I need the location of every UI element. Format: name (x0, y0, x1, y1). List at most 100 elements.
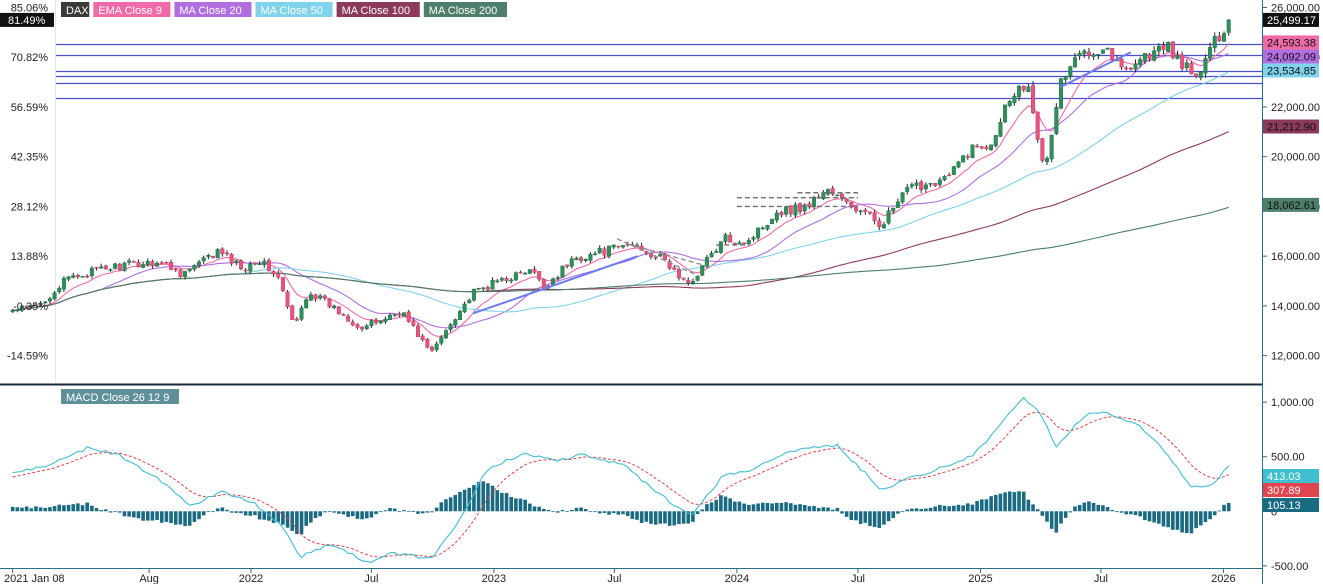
macd-histogram-bar (868, 511, 872, 526)
macd-histogram-bar (625, 511, 630, 517)
macd-histogram-bar (691, 511, 695, 522)
macd-histogram-bar (183, 511, 187, 526)
macd-histogram-bar (1091, 503, 1096, 512)
macd-histogram-bar (984, 499, 989, 512)
time-tick-label: Aug (139, 573, 159, 584)
candle-up (1007, 101, 1012, 106)
candle-up (332, 305, 337, 309)
candle-up (770, 218, 775, 225)
price-tick-label: 22,000.00 (1271, 102, 1320, 114)
candle-up (937, 179, 942, 185)
candle-up (858, 210, 863, 213)
candle-down (290, 305, 295, 320)
candle-up (29, 305, 34, 307)
last-value-tag (1263, 63, 1319, 78)
macd-histogram-bar (187, 511, 192, 526)
time-tick-label: Jul (607, 573, 621, 584)
current-percent-tag (0, 12, 54, 27)
macd-histogram-bar (616, 511, 621, 515)
macd-histogram-bar (784, 502, 788, 512)
macd-histogram-bar (518, 498, 523, 512)
candle-down (131, 261, 136, 263)
candle-up (891, 207, 896, 212)
candle-down (350, 321, 355, 326)
macd-histogram-bar (891, 511, 896, 518)
candle-up (99, 266, 104, 269)
candle-up (555, 277, 560, 279)
candle-up (187, 268, 192, 271)
macd-histogram-bar (826, 507, 830, 512)
macd-histogram-bar (467, 487, 472, 512)
macd-histogram-bar (1171, 511, 1175, 530)
macd-histogram-bar (1049, 511, 1054, 529)
candle-down (322, 295, 327, 299)
macd-histogram-bar (211, 511, 215, 513)
candle-up (52, 292, 57, 300)
percent-tick-label: 70.82% (11, 52, 49, 64)
macd-histogram-bar (341, 511, 346, 515)
percent-tick-label: 42.35% (11, 152, 49, 164)
candle-up (10, 310, 15, 313)
candle-up (895, 201, 900, 208)
macd-histogram-bar (281, 511, 285, 525)
candle-up (448, 324, 453, 330)
candle-up (905, 187, 910, 192)
macd-histogram-bar (159, 511, 164, 523)
macd-histogram-bar (220, 507, 225, 512)
candle-up (1222, 33, 1227, 42)
candle-down (425, 338, 430, 348)
candle-down (117, 263, 122, 270)
candle-down (919, 181, 924, 190)
candle-up (145, 260, 150, 265)
macd-histogram-bar (928, 507, 933, 512)
candle-up (299, 307, 304, 320)
legend-item (61, 2, 90, 17)
macd-histogram-bar (388, 508, 392, 512)
candle-down (504, 278, 509, 282)
candle-up (1082, 50, 1087, 55)
macd-histogram-bar (830, 509, 835, 512)
candle-up (923, 184, 928, 190)
candle-up (588, 253, 593, 261)
macd-histogram-bar (793, 504, 798, 512)
macd-histogram-bar (20, 507, 24, 512)
macd-legend-label: MACD Close 26 12 9 (66, 392, 169, 404)
candle-up (127, 260, 132, 263)
candle-up (961, 155, 966, 163)
macd-histogram-bar (942, 505, 947, 512)
macd-histogram-bar (807, 506, 812, 512)
macd-histogram-bar (57, 504, 62, 512)
candle-up (826, 189, 831, 195)
candle-down (867, 211, 872, 214)
macd-histogram-bar (630, 511, 635, 519)
candle-up (15, 309, 20, 312)
macd-histogram-bar (225, 509, 229, 512)
macd-histogram-bar (602, 511, 607, 513)
candle-up (1138, 59, 1143, 66)
candle-down (877, 220, 882, 228)
macd-histogram-bar (835, 507, 840, 512)
macd-histogram-bar (756, 503, 760, 512)
macd-histogram-bar (574, 507, 579, 512)
candle-down (276, 272, 281, 278)
macd-last-value-label: 105.13 (1267, 500, 1301, 512)
macd-histogram-bar (1226, 502, 1231, 512)
macd-histogram-bar (924, 508, 928, 512)
candle-down (676, 268, 681, 279)
candle-up (1208, 47, 1213, 59)
candle-down (616, 245, 621, 248)
candle-down (1124, 67, 1129, 70)
macd-histogram-bar (500, 492, 504, 512)
trend-line (472, 255, 638, 315)
candle-up (19, 305, 24, 311)
candle-up (942, 175, 947, 181)
candle-up (378, 320, 383, 324)
legend-item (174, 2, 252, 17)
macd-histogram-bar (76, 503, 80, 512)
macd-histogram-bar (700, 509, 705, 512)
candle-up (523, 273, 528, 275)
macd-histogram-bar (1105, 506, 1110, 512)
candle-down (788, 205, 793, 215)
candle-up (718, 241, 723, 253)
